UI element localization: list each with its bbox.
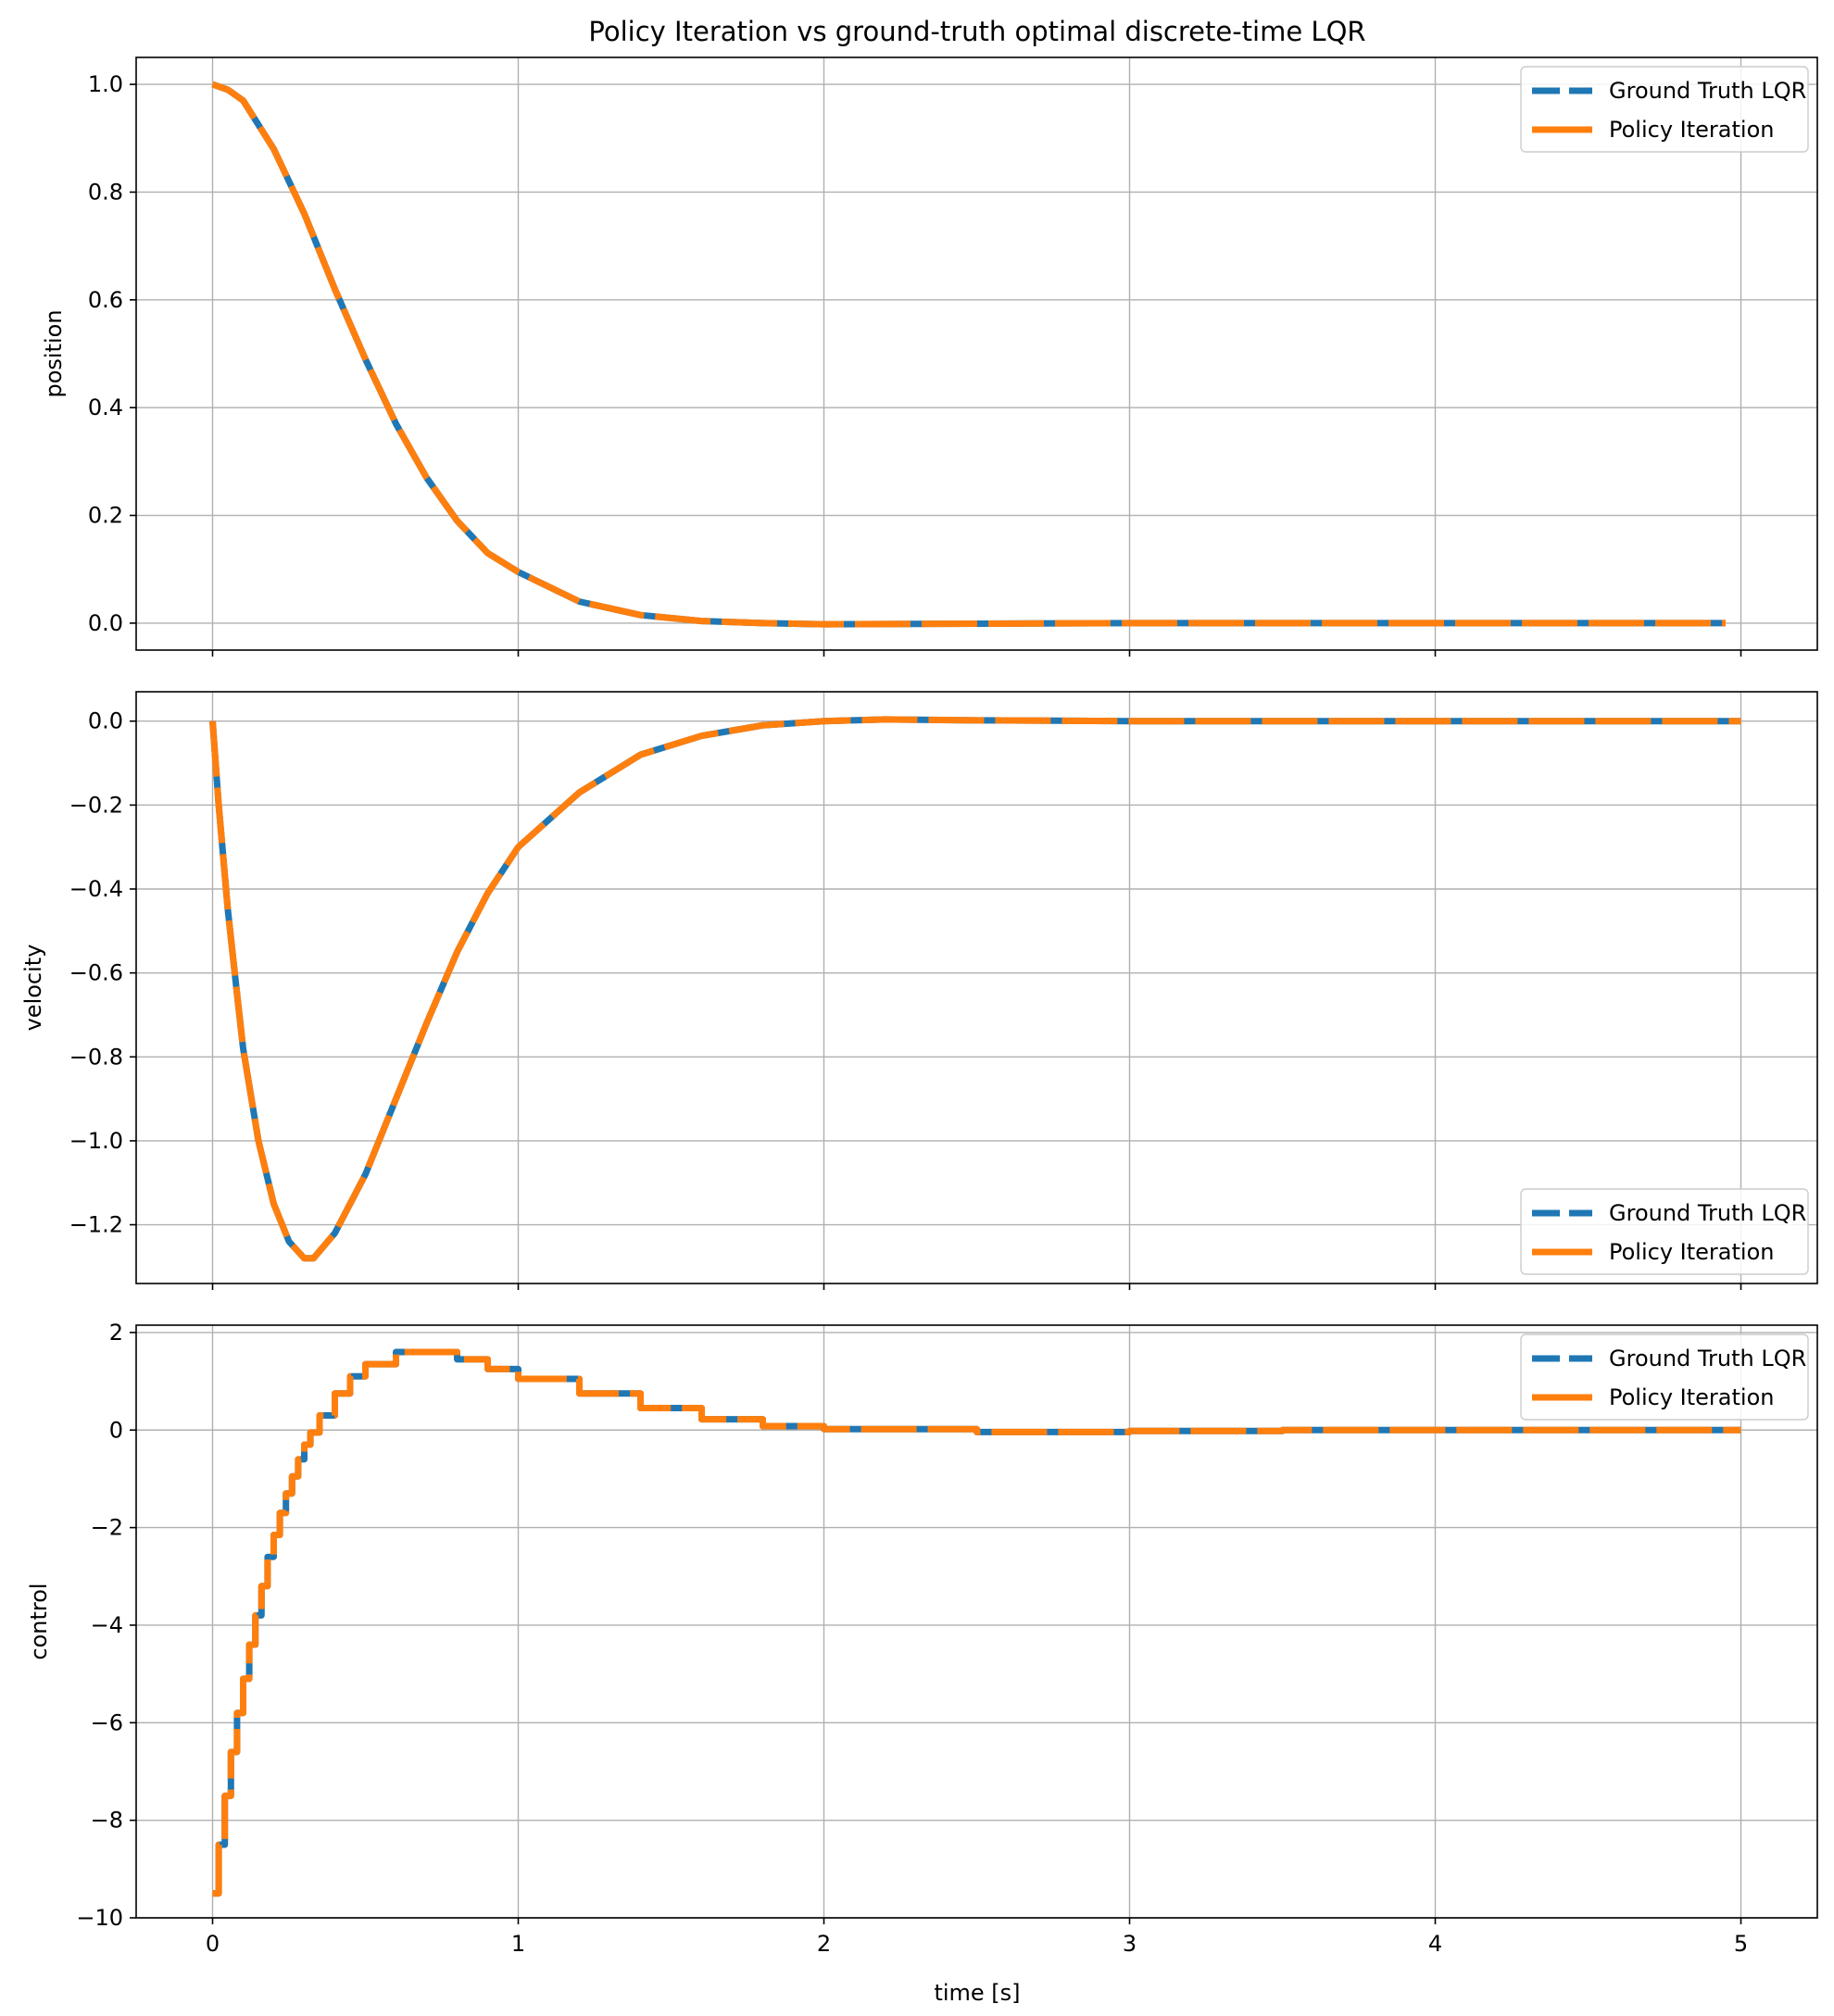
y-tick-label: 0.2 bbox=[88, 503, 123, 529]
legend-label-ground-truth-lqr: Ground Truth LQR bbox=[1609, 1200, 1806, 1226]
legend: Ground Truth LQR Policy Iteration bbox=[1520, 1334, 1809, 1421]
y-axis-label: velocity bbox=[20, 945, 46, 1032]
y-tick-label: −0.8 bbox=[69, 1044, 123, 1070]
series-group bbox=[209, 716, 1741, 1262]
chart-title: Policy Iteration vs ground-truth optimal… bbox=[588, 16, 1365, 47]
y-tick-label: −2 bbox=[91, 1515, 123, 1541]
legend-frame bbox=[1520, 66, 1809, 153]
axes-frame bbox=[135, 1324, 1818, 1919]
series-line-policy-iteration bbox=[209, 716, 1741, 1262]
series-line-policy-iteration bbox=[212, 1348, 1741, 1897]
y-tick-label: −1.0 bbox=[69, 1128, 123, 1154]
y-tick-label: −1.2 bbox=[69, 1212, 123, 1238]
y-tick-label: −0.6 bbox=[69, 960, 123, 986]
legend-label-policy-iteration: Policy Iteration bbox=[1609, 1384, 1774, 1410]
x-tick-label: 4 bbox=[1428, 1931, 1442, 1957]
panel-control: −10 −8 −6 −4 −2 0 2 0 1 2 3 4 5 control Ground Truth L… bbox=[26, 1320, 1818, 1957]
series-group bbox=[212, 1348, 1741, 1897]
x-tick-label: 3 bbox=[1123, 1931, 1137, 1957]
x-tick-label: 1 bbox=[511, 1931, 525, 1957]
series-group bbox=[211, 81, 1726, 628]
y-tick-label: −0.2 bbox=[69, 792, 123, 818]
y-tick-label: 0.6 bbox=[88, 287, 123, 313]
series-line-policy-iteration bbox=[211, 81, 1726, 628]
y-tick-label: 0.0 bbox=[88, 610, 123, 636]
y-tick-label: 0.4 bbox=[88, 394, 123, 420]
legend-label-ground-truth-lqr: Ground Truth LQR bbox=[1609, 1346, 1806, 1371]
x-axis-label: time [s] bbox=[934, 1980, 1020, 2006]
y-tick-label: 0.8 bbox=[88, 179, 123, 205]
axes-frame bbox=[135, 56, 1818, 651]
y-tick-label: −10 bbox=[76, 1905, 123, 1931]
y-axis-label: control bbox=[26, 1583, 52, 1659]
legend: Ground Truth LQR Policy Iteration bbox=[1520, 1188, 1809, 1275]
legend: Ground Truth LQR Policy Iteration bbox=[1520, 66, 1809, 153]
legend-label-ground-truth-lqr: Ground Truth LQR bbox=[1609, 78, 1806, 104]
y-axis-label: position bbox=[41, 309, 67, 397]
x-tick-label: 5 bbox=[1734, 1931, 1748, 1957]
y-tick-label: −0.4 bbox=[69, 876, 123, 902]
y-tick-label: −8 bbox=[91, 1808, 123, 1834]
y-tick-label: −4 bbox=[91, 1612, 123, 1638]
axes-frame bbox=[135, 691, 1818, 1284]
y-tick-label: 0 bbox=[109, 1417, 123, 1443]
y-tick-label: 2 bbox=[109, 1320, 123, 1346]
y-tick-label: 1.0 bbox=[88, 71, 123, 97]
legend-label-policy-iteration: Policy Iteration bbox=[1609, 117, 1774, 143]
x-tick-label: 0 bbox=[206, 1931, 220, 1957]
y-tick-label: 0.0 bbox=[88, 708, 123, 734]
legend-label-policy-iteration: Policy Iteration bbox=[1609, 1239, 1774, 1265]
x-tick-label: 2 bbox=[817, 1931, 831, 1957]
panel-velocity: −1.2 −1.0 −0.8 −0.6 −0.4 −0.2 0.0 velocity Groun… bbox=[20, 691, 1818, 1290]
legend-frame bbox=[1520, 1334, 1809, 1421]
legend-frame bbox=[1520, 1188, 1809, 1275]
panels: 0.0 0.2 0.4 0.6 0.8 1.0 position Ground Truth L… bbox=[20, 56, 1818, 1957]
panel-position: 0.0 0.2 0.4 0.6 0.8 1.0 position Ground Truth L… bbox=[41, 56, 1818, 657]
y-tick-label: −6 bbox=[91, 1709, 123, 1735]
